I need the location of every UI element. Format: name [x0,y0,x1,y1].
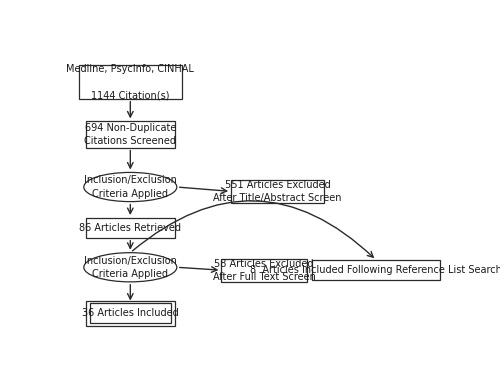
Ellipse shape [84,172,177,202]
Text: Inclusion/Exclusion
Criteria Applied: Inclusion/Exclusion Criteria Applied [84,175,177,199]
Text: Inclusion/Exclusion
Criteria Applied: Inclusion/Exclusion Criteria Applied [84,256,177,279]
Text: Medline, PsycInfo, CINHAL

1144 Citation(s): Medline, PsycInfo, CINHAL 1144 Citation(… [66,64,194,100]
FancyBboxPatch shape [79,65,182,99]
FancyBboxPatch shape [222,258,306,282]
FancyBboxPatch shape [231,180,324,203]
Ellipse shape [84,253,177,282]
Text: 551 Articles Excluded
After Title/Abstract Screen: 551 Articles Excluded After Title/Abstra… [214,180,342,203]
Text: 8  Articles Included Following Reference List Search: 8 Articles Included Following Reference … [250,265,500,275]
Text: 86 Articles Retrieved: 86 Articles Retrieved [80,223,182,233]
FancyBboxPatch shape [86,218,175,238]
FancyBboxPatch shape [86,121,175,148]
Text: 36 Articles Included: 36 Articles Included [82,309,178,318]
FancyBboxPatch shape [90,304,171,323]
Text: 694 Non-Duplicate
Citations Screened: 694 Non-Duplicate Citations Screened [84,123,176,146]
Text: 58 Articles Excluded
After Full Text Screen: 58 Articles Excluded After Full Text Scr… [212,258,316,282]
FancyBboxPatch shape [312,260,440,280]
